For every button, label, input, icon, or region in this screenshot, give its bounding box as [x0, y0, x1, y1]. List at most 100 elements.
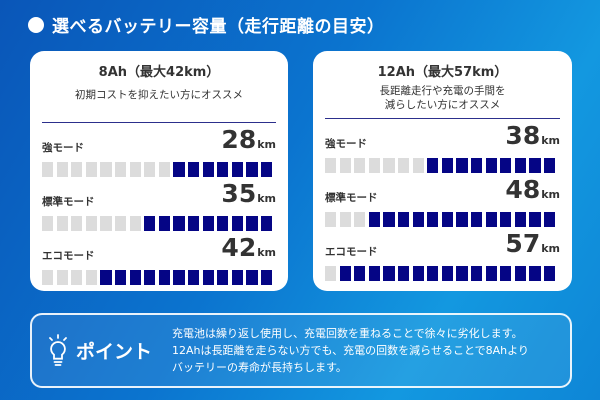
- filled-segment: [339, 266, 351, 281]
- range-unit: km: [541, 188, 560, 201]
- range-bar: [42, 162, 276, 177]
- empty-segment: [144, 162, 156, 177]
- mode-row: エコモード 42km: [42, 234, 276, 285]
- filled-segment: [470, 212, 483, 227]
- empty-segment: [339, 212, 351, 227]
- filled-segment: [368, 212, 381, 227]
- filled-segment: [383, 266, 395, 281]
- subtitle-line: 初期コストを抑えたい方にオススメ: [75, 89, 243, 101]
- filled-segment: [485, 266, 497, 281]
- battery-card: 8Ah（最大42km） 初期コストを抑えたい方にオススメ 強モード 28km 標準モード…: [30, 51, 288, 291]
- filled-segment: [158, 270, 171, 285]
- empty-segment: [325, 266, 337, 281]
- range-bar: [42, 270, 276, 285]
- filled-segment: [514, 158, 527, 173]
- empty-segment: [71, 270, 83, 285]
- range-bar: [325, 158, 560, 173]
- filled-segment: [500, 266, 512, 281]
- filled-segment: [383, 212, 395, 227]
- empty-segment: [100, 216, 112, 231]
- range-value: 42km: [221, 234, 276, 267]
- filled-segment: [202, 216, 214, 231]
- filled-segment: [100, 270, 112, 285]
- page-title-text: 選べるバッテリー容量（走行距離の目安）: [52, 17, 385, 37]
- filled-segment: [397, 212, 410, 227]
- filled-segment: [500, 212, 512, 227]
- mode-label: エコモード: [42, 250, 95, 262]
- filled-segment: [217, 270, 229, 285]
- filled-segment: [543, 212, 556, 227]
- filled-segment: [412, 212, 424, 227]
- filled-segment: [114, 270, 127, 285]
- empty-segment: [85, 162, 98, 177]
- filled-segment: [260, 216, 273, 231]
- range-number: 35: [221, 179, 257, 208]
- filled-segment: [260, 162, 273, 177]
- card-title: 8Ah（最大42km）: [98, 65, 220, 80]
- range-number: 28: [221, 125, 257, 154]
- filled-segment: [529, 266, 541, 281]
- card-title: 12Ah（最大57km）: [377, 65, 508, 80]
- empty-segment: [325, 158, 337, 173]
- filled-segment: [485, 212, 497, 227]
- filled-segment: [173, 162, 185, 177]
- point-line: 12Ahは長距離を走らない方でも、充電の回数を減らせることで8Ahより: [172, 344, 529, 357]
- filled-segment: [187, 270, 200, 285]
- point-line: 充電池は繰り返し使用し、充電回数を重ねることで徐々に劣化します。: [172, 327, 523, 340]
- range-bar: [325, 212, 560, 227]
- filled-segment: [217, 216, 229, 231]
- divider: [325, 118, 560, 119]
- mode-label: エコモード: [325, 246, 378, 258]
- range-value: 38km: [505, 122, 560, 155]
- range-value: 48km: [505, 176, 560, 209]
- empty-segment: [85, 216, 98, 231]
- range-unit: km: [541, 242, 560, 255]
- filled-segment: [485, 158, 497, 173]
- filled-segment: [231, 162, 244, 177]
- filled-segment: [158, 216, 171, 231]
- filled-segment: [456, 266, 468, 281]
- filled-segment: [144, 216, 156, 231]
- range-number: 57: [505, 229, 541, 258]
- filled-segment: [202, 162, 214, 177]
- empty-segment: [85, 270, 98, 285]
- empty-segment: [114, 216, 127, 231]
- filled-segment: [217, 162, 229, 177]
- filled-segment: [260, 270, 273, 285]
- filled-segment: [441, 266, 454, 281]
- filled-segment: [354, 266, 366, 281]
- empty-segment: [383, 158, 395, 173]
- point-text: 充電池は繰り返し使用し、充電回数を重ねることで徐々に劣化します。 12Ahは長距…: [172, 325, 529, 376]
- empty-segment: [368, 158, 381, 173]
- empty-segment: [129, 162, 141, 177]
- filled-segment: [129, 270, 141, 285]
- filled-segment: [412, 266, 424, 281]
- range-unit: km: [541, 134, 560, 147]
- range-number: 42: [221, 233, 257, 262]
- battery-card: 12Ah（最大57km） 長距離走行や充電の手間を 減らしたい方にオススメ 強モード 3…: [313, 51, 572, 291]
- mode-row: エコモード 57km: [325, 230, 560, 281]
- empty-segment: [114, 162, 127, 177]
- empty-segment: [339, 158, 351, 173]
- point-title: ポイント: [76, 341, 153, 363]
- filled-segment: [456, 212, 468, 227]
- mode-row: 強モード 28km: [42, 126, 276, 177]
- range-value: 35km: [221, 180, 276, 213]
- filled-segment: [427, 212, 439, 227]
- mode-row: 標準モード 48km: [325, 176, 560, 227]
- filled-segment: [470, 158, 483, 173]
- filled-segment: [427, 266, 439, 281]
- empty-segment: [129, 216, 141, 231]
- empty-segment: [56, 270, 68, 285]
- bullet-icon: [28, 16, 44, 33]
- point-box: ポイント 充電池は繰り返し使用し、充電回数を重ねることで徐々に劣化します。 12…: [30, 313, 572, 388]
- filled-segment: [187, 162, 200, 177]
- empty-segment: [71, 162, 83, 177]
- filled-segment: [173, 216, 185, 231]
- filled-segment: [187, 216, 200, 231]
- lightbulb-icon: [49, 333, 67, 366]
- filled-segment: [368, 266, 381, 281]
- empty-segment: [42, 216, 54, 231]
- filled-segment: [456, 158, 468, 173]
- empty-segment: [42, 270, 54, 285]
